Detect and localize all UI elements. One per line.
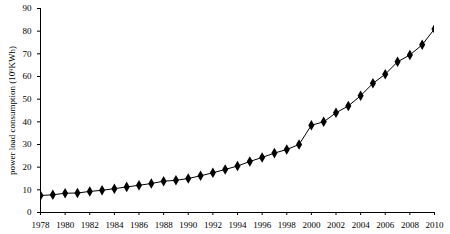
svg-text:1978: 1978: [32, 220, 51, 230]
svg-text:1984: 1984: [105, 220, 124, 230]
svg-text:20: 20: [23, 162, 33, 172]
svg-text:1988: 1988: [155, 220, 174, 230]
svg-text:1994: 1994: [229, 220, 248, 230]
svg-text:50: 50: [23, 94, 33, 104]
svg-text:1992: 1992: [204, 220, 222, 230]
svg-text:80: 80: [23, 26, 33, 36]
svg-text:90: 90: [23, 3, 33, 13]
svg-text:power load consumption (10⁹KWh: power load consumption (10⁹KWh): [7, 46, 17, 175]
svg-text:1996: 1996: [253, 220, 272, 230]
svg-text:2000: 2000: [302, 220, 321, 230]
svg-text:2006: 2006: [376, 220, 395, 230]
svg-text:2002: 2002: [327, 220, 345, 230]
svg-text:1998: 1998: [278, 220, 297, 230]
svg-text:1980: 1980: [56, 220, 75, 230]
svg-text:2010: 2010: [426, 220, 445, 230]
svg-text:1986: 1986: [130, 220, 149, 230]
svg-text:30: 30: [23, 139, 33, 149]
svg-text:2008: 2008: [401, 220, 420, 230]
svg-text:1982: 1982: [81, 220, 99, 230]
svg-text:1990: 1990: [179, 220, 198, 230]
svg-text:70: 70: [23, 49, 33, 59]
svg-text:40: 40: [23, 117, 33, 127]
svg-text:2004: 2004: [352, 220, 371, 230]
svg-text:60: 60: [23, 71, 33, 81]
svg-text:10: 10: [23, 185, 33, 195]
svg-text:0: 0: [27, 207, 32, 217]
